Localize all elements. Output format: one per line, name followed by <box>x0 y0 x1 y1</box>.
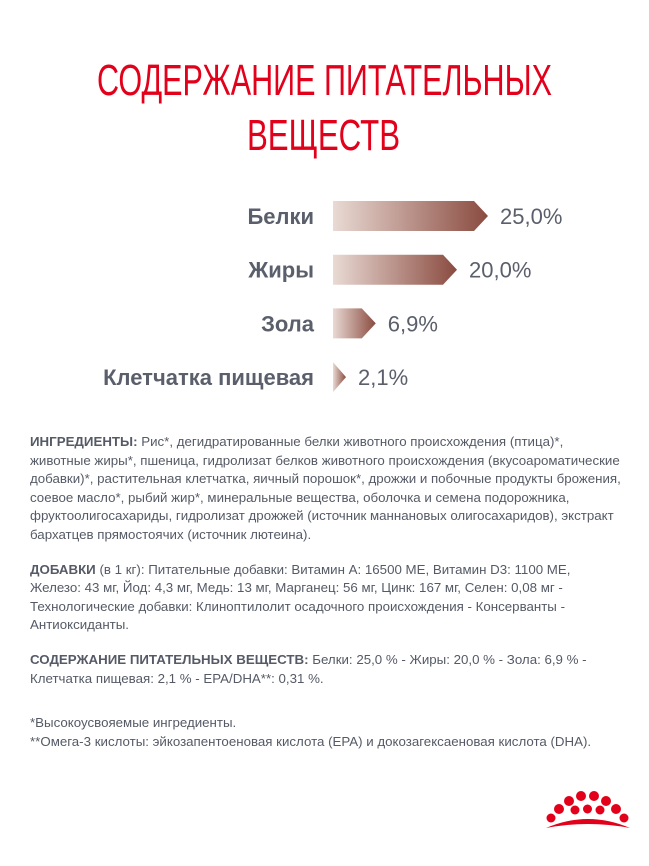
footnote: *Высокоусвояемые ингредиенты. <box>30 715 237 731</box>
note: (в 1 кг): <box>99 561 145 577</box>
ingredients: ИНГРЕДИЕНТЫ: Рис*, дегидратированные бел… <box>30 433 625 545</box>
value-label: 2,1% <box>358 365 408 390</box>
chart: СОДЕРЖАНИЕ ПИТАТЕЛЬНЫХ ВЕЩЕСТВ Белки 25,0… <box>97 56 562 393</box>
bar <box>333 362 347 393</box>
category-label: Зола <box>261 311 315 336</box>
category-label: Белки <box>247 204 314 229</box>
value-label: 25,0% <box>500 204 562 229</box>
value-label: 20,0% <box>469 258 531 283</box>
bar <box>333 201 488 231</box>
nutrients: СОДЕРЖАНИЕ ПИТАТЕЛЬНЫХ ВЕЩЕСТВ: Белки: 2… <box>30 651 625 688</box>
text: Рис*, дегидратированные белки животного … <box>30 434 621 542</box>
logo <box>546 791 630 828</box>
label: ИНГРЕДИЕНТЫ: <box>30 434 138 449</box>
category-label: Клетчатка пищевая <box>103 365 314 390</box>
footnotes: *Высокоусвояемые ингредиенты. **Омега-3 … <box>30 714 625 751</box>
text: Белки: 25,0 % - Жиры: 20,0 % - Зола: 6,9… <box>30 651 587 686</box>
label: СОДЕРЖАНИЕ ПИТАТЕЛЬНЫХ ВЕЩЕСТВ: <box>30 651 309 667</box>
value-label: 6,9% <box>388 311 438 336</box>
additives: ДОБАВКИ (в 1 кг): Питательные добавки: В… <box>30 561 625 635</box>
category-label: Жиры <box>247 258 314 283</box>
bar <box>333 254 457 285</box>
crown <box>546 791 630 828</box>
text: Питательные добавки: Витамин А: 16500 МЕ… <box>30 561 571 633</box>
label: ДОБАВКИ <box>30 561 96 577</box>
chart-title: ВЕЩЕСТВ <box>247 111 400 160</box>
chart-title: СОДЕРЖАНИЕ ПИТАТЕЛЬНЫХ <box>97 56 552 105</box>
footnote: **Омега-3 кислоты: эйкозапентоеновая кис… <box>30 733 592 749</box>
bar <box>333 308 376 339</box>
document: ИНГРЕДИЕНТЫ: Рис*, дегидратированные бел… <box>30 433 625 751</box>
